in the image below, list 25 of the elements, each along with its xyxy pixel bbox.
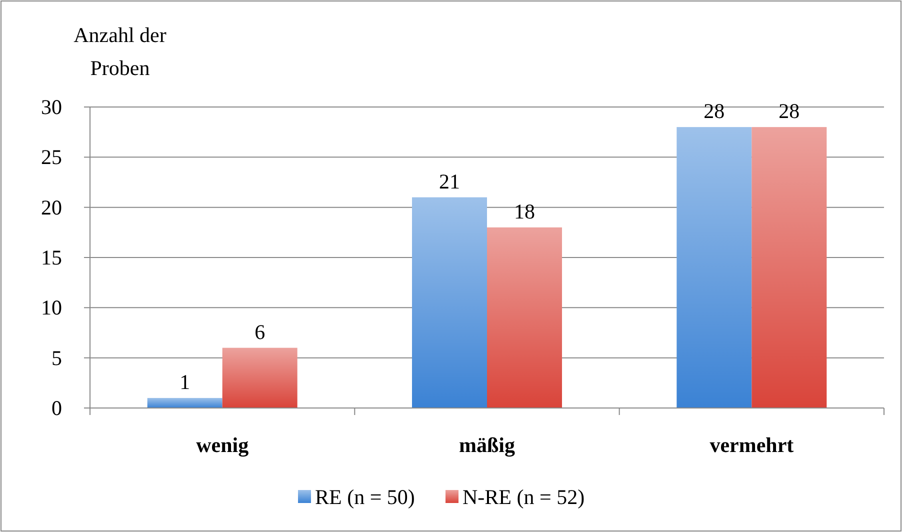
x-tick-label: vermehrt (710, 433, 794, 457)
bar (676, 127, 752, 408)
y-tick-label: 5 (52, 346, 62, 370)
data-label: 28 (704, 99, 725, 124)
y-tick-label: 30 (41, 95, 62, 119)
y-tick-label: 15 (41, 246, 62, 270)
legend-label: N-RE (n = 52) (462, 485, 585, 509)
y-tick-label: 10 (41, 296, 62, 320)
data-label: 28 (778, 99, 800, 124)
bar (147, 398, 222, 408)
y-tick-label: 0 (52, 396, 62, 420)
y-tick-label: 20 (41, 195, 62, 220)
x-tick-label: mäßig (458, 433, 516, 457)
legend-label: RE (n = 50) (315, 485, 415, 509)
bar (752, 127, 827, 408)
bar (487, 227, 562, 408)
data-label: 18 (514, 199, 535, 224)
bar (412, 197, 487, 408)
data-label: 1 (180, 370, 190, 394)
y-axis-title: Anzahl der Proben (74, 23, 166, 80)
y-tick-label: 25 (41, 145, 62, 170)
data-label: 21 (439, 169, 460, 194)
bar (222, 348, 298, 408)
x-tick-label: wenig (196, 433, 250, 457)
data-label: 6 (254, 320, 266, 344)
